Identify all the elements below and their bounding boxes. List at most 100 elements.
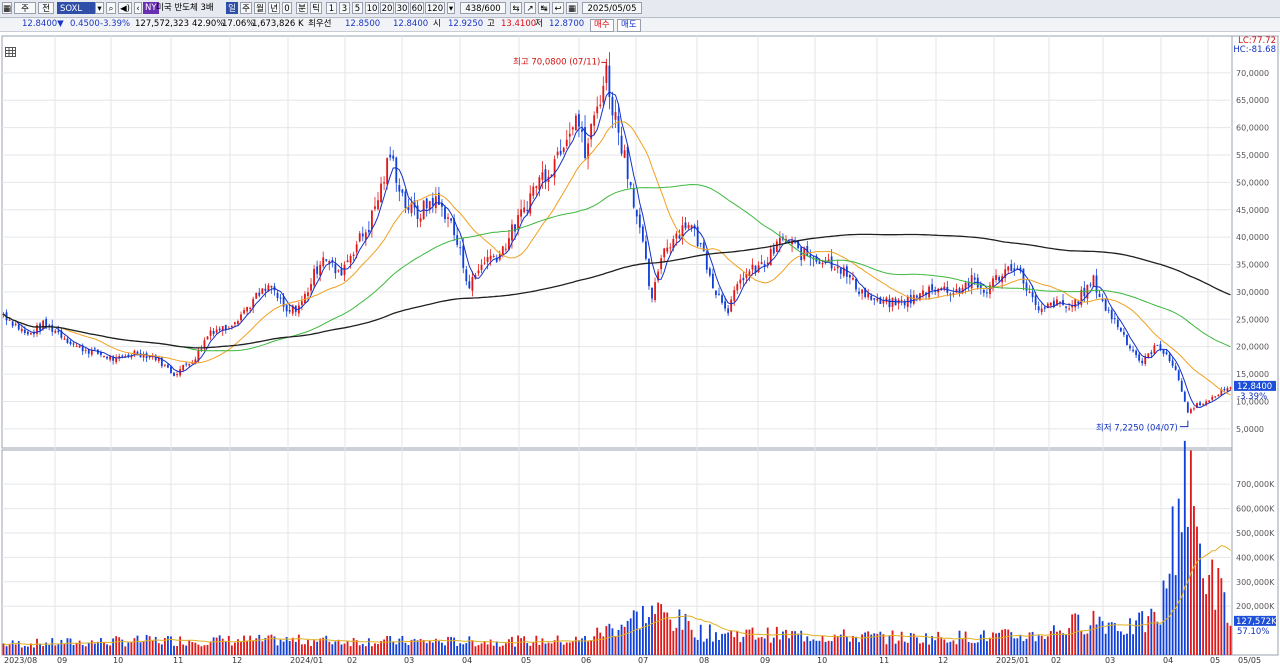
symbol-dropdown-icon[interactable]: ▾ [95, 2, 104, 14]
period-minute[interactable]: 분 [296, 2, 308, 14]
candle-body [903, 301, 906, 306]
volume-bar [672, 631, 675, 655]
candle-body [1031, 291, 1034, 298]
interval-10[interactable]: 10 [365, 2, 379, 14]
interval-dropdown-icon[interactable]: ▾ [447, 2, 455, 14]
candle-body [230, 325, 233, 328]
volume-bar [136, 635, 139, 655]
time-tick-label: 2024/01 [290, 656, 323, 665]
period-tick[interactable]: 틱 [310, 2, 322, 14]
volume-bar [343, 643, 346, 655]
volume-bar [139, 642, 142, 655]
candle-body [425, 198, 428, 209]
candle-body [669, 247, 672, 249]
volume-bar [60, 639, 63, 655]
volume-bar [681, 629, 684, 655]
period-day[interactable]: 일 [226, 2, 238, 14]
volume-bar [992, 632, 994, 655]
candle-body [477, 270, 480, 274]
type-selector[interactable]: 주 [14, 2, 36, 14]
trend-icon[interactable]: ↗ [524, 2, 536, 14]
price-tick-label: 25,0000 [1236, 315, 1269, 324]
candle-body [486, 257, 489, 263]
mode-selector[interactable]: 전 [38, 2, 54, 14]
candle-body [115, 357, 118, 363]
interval-20[interactable]: 20 [380, 2, 394, 14]
candle-body [1177, 370, 1180, 380]
candle-body [736, 284, 739, 291]
candle-body [270, 285, 273, 288]
interval-120[interactable]: 120 [425, 2, 445, 14]
volume-bar [243, 635, 245, 655]
volume-bar [404, 642, 407, 655]
time-tick-label: 11 [173, 656, 183, 665]
volume-bar [1089, 625, 1092, 655]
symbol-input[interactable]: SOXL [57, 2, 95, 14]
volume-bar [194, 642, 197, 655]
sound-icon[interactable]: ◀) [118, 2, 132, 14]
date-input[interactable]: 2025/05/05 [582, 2, 642, 14]
candle-body [788, 240, 790, 242]
volume-bar [459, 643, 462, 655]
buy-button[interactable]: 매수 [590, 19, 614, 32]
settings-icon[interactable]: ⇆ [510, 2, 522, 14]
period-zero[interactable]: 0 [282, 2, 292, 14]
interval-60[interactable]: 60 [410, 2, 424, 14]
interval-30[interactable]: 30 [395, 2, 409, 14]
history-icon[interactable]: ↩ [552, 2, 564, 14]
candle-body [240, 314, 242, 321]
last-price-marker [1234, 380, 1276, 391]
volume-bar [1022, 641, 1025, 655]
volume-bar [529, 645, 532, 655]
candle-body [1004, 269, 1007, 278]
volume-bar [358, 645, 361, 655]
interval-3[interactable]: 3 [339, 2, 350, 14]
candle-body [517, 215, 519, 229]
volume-tick-label: 400,000K [1236, 553, 1275, 562]
volume-bar [648, 617, 650, 655]
volume-bar [1123, 634, 1125, 655]
candle-body [1144, 356, 1147, 364]
volume-bar [553, 640, 556, 655]
volume-bar [754, 639, 757, 655]
interval-1[interactable]: 1 [326, 2, 337, 14]
interval-5[interactable]: 5 [352, 2, 363, 14]
volume-bar [897, 640, 900, 655]
volume-bar [36, 638, 38, 655]
volume-bar [240, 641, 242, 655]
candle-body [556, 151, 559, 156]
candle-body [215, 329, 218, 333]
volume-bar [1174, 575, 1177, 655]
volume-bar [300, 644, 303, 655]
volume-bar [124, 646, 127, 655]
candle-body [578, 114, 580, 127]
volume-bar [115, 636, 118, 655]
volume-bar [961, 638, 964, 655]
volume-bar [1162, 580, 1165, 655]
volume-bar [386, 635, 389, 655]
grid-menu-icon[interactable] [5, 47, 16, 57]
calendar-icon[interactable]: ▦ [566, 2, 578, 14]
volume-bar [721, 633, 723, 655]
stock-chart[interactable]: 70,0000 65,0000 60,0000 55,0000 50,0000 45,00… [0, 34, 1280, 665]
candle-body [313, 268, 315, 286]
sell-button[interactable]: 매도 [617, 19, 641, 32]
candle-body [623, 150, 626, 158]
volume-bar [675, 627, 678, 655]
volume-bar [163, 638, 166, 655]
volume-bar [1043, 639, 1046, 655]
volume-bar [285, 637, 288, 655]
hc-label: HC:-81.68 [1233, 45, 1276, 55]
search-icon[interactable]: ⌕ [106, 2, 116, 14]
swap-icon[interactable]: ↹ [538, 2, 550, 14]
period-week[interactable]: 주 [240, 2, 252, 14]
volume-bar [63, 644, 66, 655]
volume-bar [11, 640, 14, 655]
candle-body [553, 159, 556, 178]
prev-symbol-icon[interactable]: ‹ [134, 2, 142, 14]
period-year[interactable]: 년 [268, 2, 280, 14]
chart-menu-icon[interactable]: ▦ [2, 2, 12, 14]
period-month[interactable]: 월 [254, 2, 266, 14]
volume-bar [1098, 616, 1101, 655]
chart-toolbar: ▦ 주 전 SOXL ▾ ⌕ ◀) ‹ NY 미국 반도체 3배 일 주 월 년… [0, 0, 1280, 18]
